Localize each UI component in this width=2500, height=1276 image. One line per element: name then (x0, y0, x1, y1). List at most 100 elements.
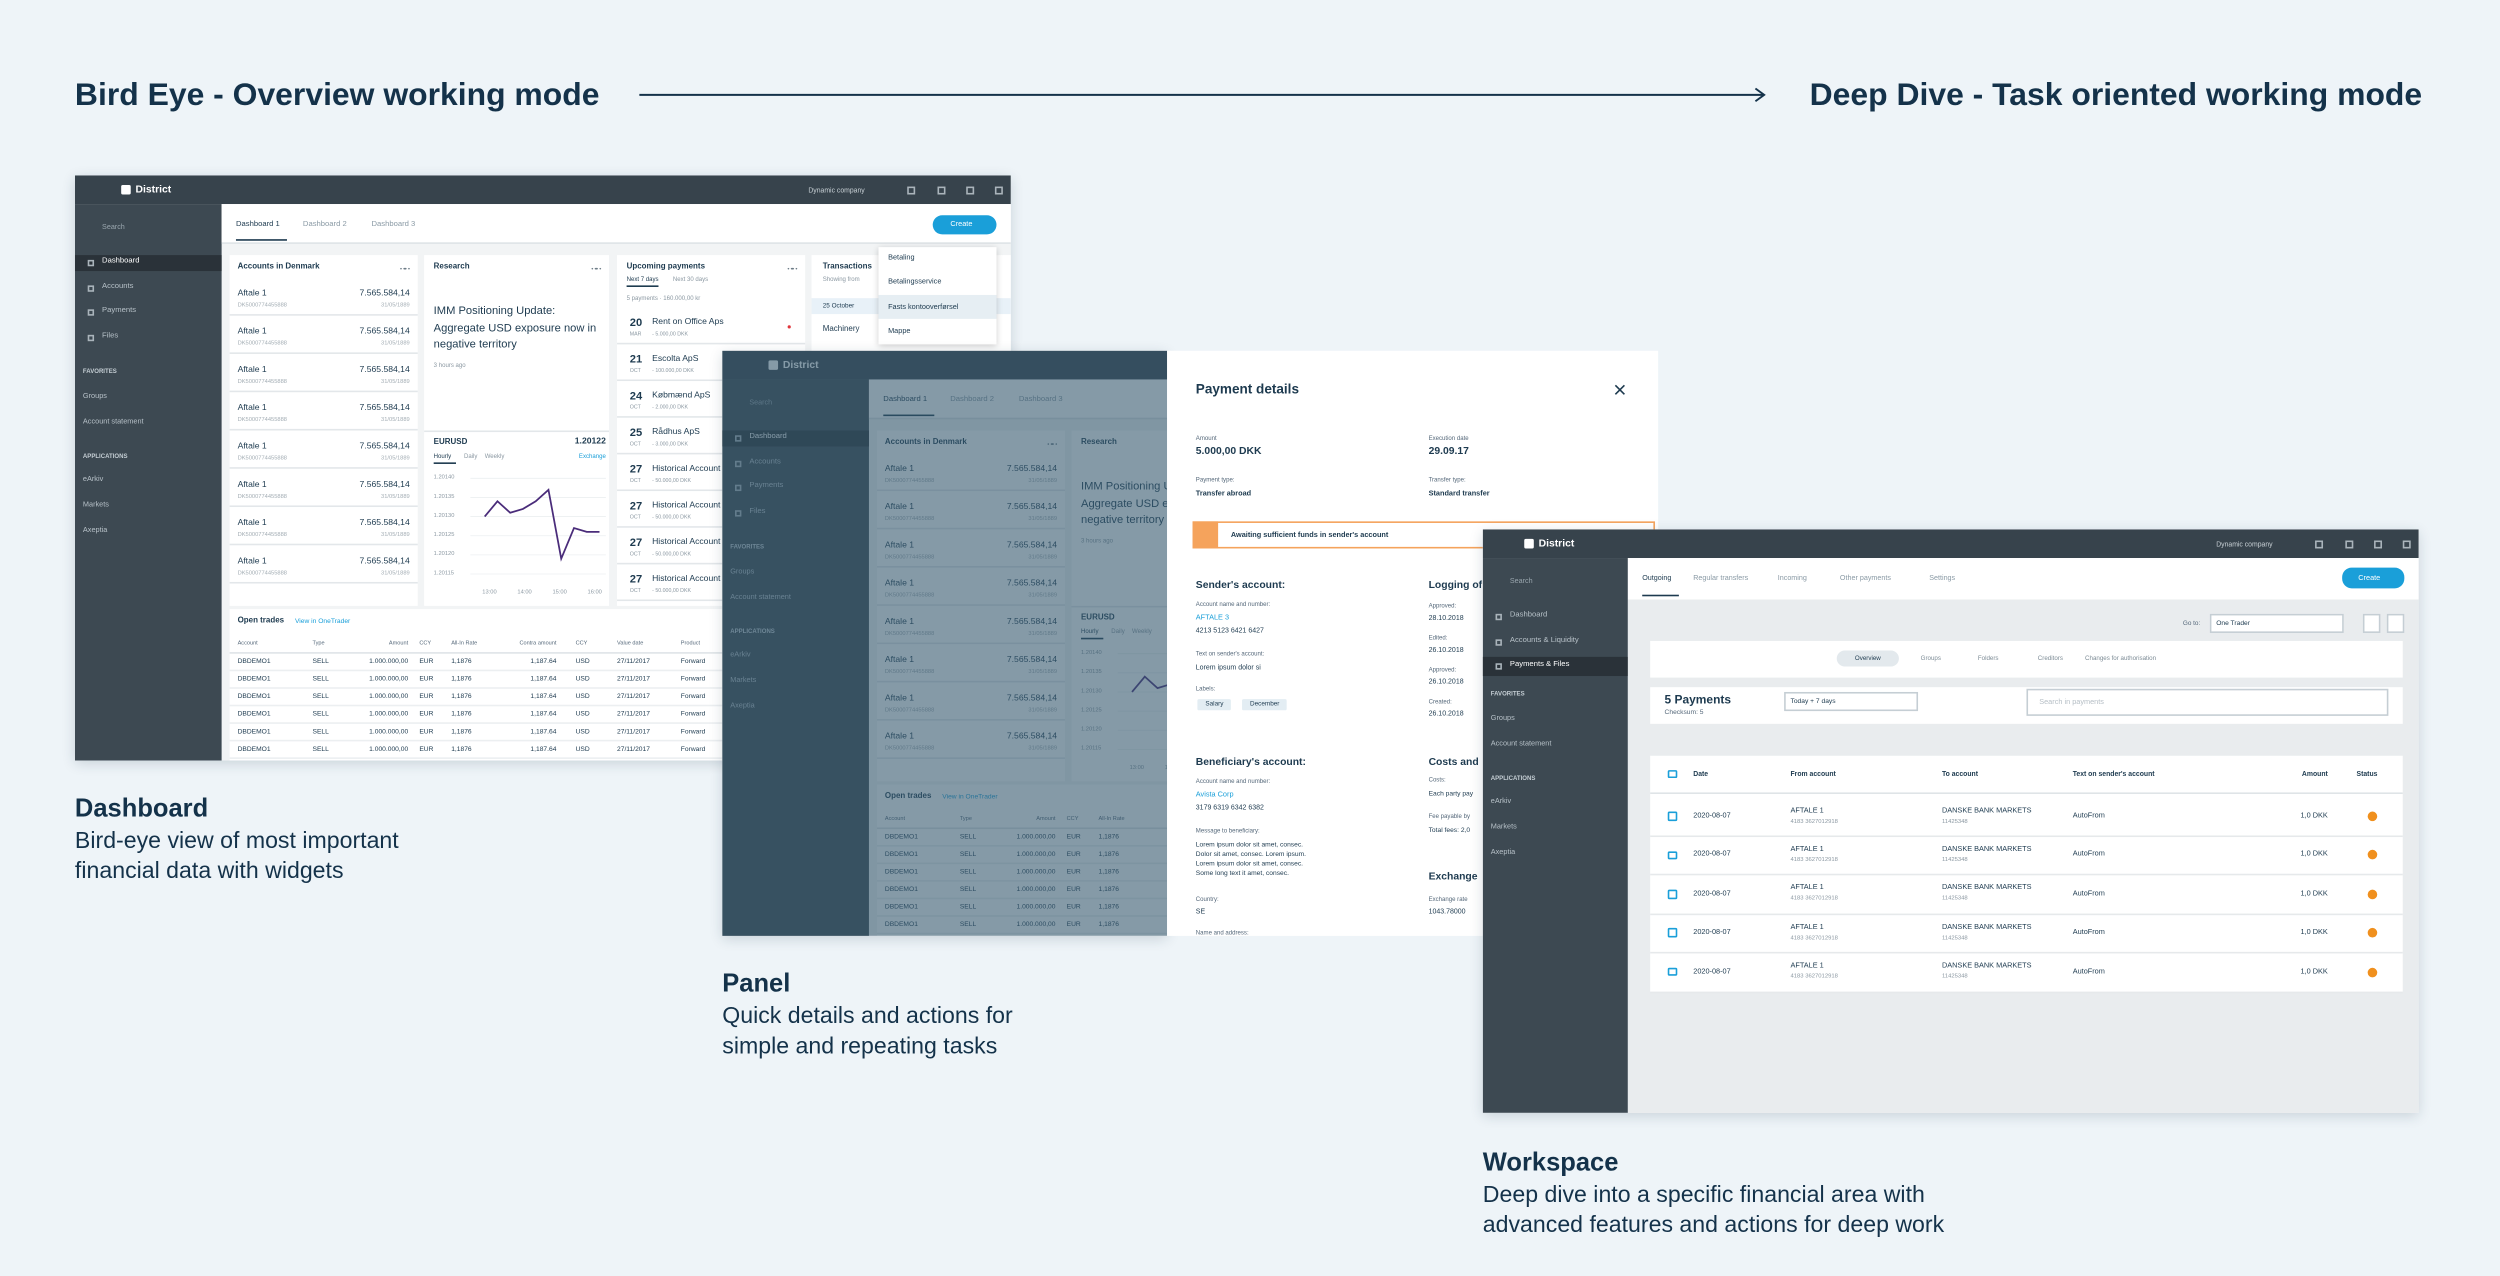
row-separator (229, 352, 418, 354)
trade-cell: 1,187.64 (530, 691, 557, 700)
trade-cell: USD (575, 691, 590, 700)
y-tick-label: 1.20115 (433, 569, 454, 576)
account-amount: 7.565.584,14 (359, 403, 410, 414)
payment-date: 2020-08-07 (1693, 888, 1731, 897)
panel-text: Transfer abroad (1195, 489, 1252, 497)
search-box (2026, 688, 2389, 716)
create-label: Create (950, 219, 973, 228)
trade-cell: 27/11/2017 (617, 744, 650, 753)
period-tab: Hourly (433, 452, 452, 460)
panel-text: Edited: (1428, 634, 1448, 642)
trade-cell: Forward (680, 726, 706, 735)
panel-text: 1043.78000 (1428, 906, 1466, 915)
section-title: Panel (722, 970, 791, 999)
create-menu-item: Mappe (888, 326, 911, 335)
payment-month: OCT (629, 513, 641, 521)
widget-title: Research (433, 262, 470, 272)
panel-text: Country: (1195, 896, 1219, 903)
panel-text: 4213 5123 6421 6427 (1195, 625, 1264, 634)
trade-cell: 1,187.64 (530, 744, 557, 753)
trade-cell: USD (575, 709, 590, 718)
column-header: Date (1693, 769, 1709, 778)
status-icon (2367, 811, 2378, 822)
separator (424, 430, 610, 432)
account-amount: 7.565.584,14 (359, 365, 410, 376)
from-number: 4183 3627012918 (1790, 972, 1838, 980)
trade-cell: 1,187.64 (530, 674, 557, 683)
panel-text: Account name and number: (1195, 601, 1271, 608)
nav-icon (1495, 638, 1502, 645)
fx-line (484, 488, 600, 562)
trade-cell: 1,1876 (451, 726, 472, 735)
payment-name: Historical Account (652, 574, 721, 585)
trade-cell: EUR (419, 726, 434, 735)
account-name: Aftale 1 (237, 289, 267, 299)
payment-date: 2020-08-07 (1693, 811, 1731, 820)
application-item: eArkiv (82, 474, 104, 483)
payment-amount: - 100.000,00 DKK (652, 367, 694, 374)
section-title: Workspace (1482, 1149, 1619, 1177)
payment-day: 27 (629, 574, 643, 586)
sender-text: AutoFrom (2072, 927, 2105, 936)
sidebar (1482, 558, 1628, 1113)
payment-month: OCT (629, 587, 641, 594)
panel-text: Standard transfer (1428, 489, 1490, 497)
trade-cell: 1,187.64 (530, 656, 557, 665)
payment-day: 20 (629, 318, 643, 330)
payment-amount: - 5.000,00 DKK (652, 330, 689, 337)
row-separator (229, 314, 418, 315)
payment-alert (786, 324, 791, 329)
company: Dynamic company (2216, 539, 2273, 548)
section-description: Bird-eye view of most important (74, 828, 399, 855)
trade-cell: 27/11/2017 (617, 674, 650, 683)
section-description: simple and repeating tasks (722, 1034, 998, 1060)
row-separator (617, 489, 806, 491)
account-amount: 7.565.584,14 (359, 327, 410, 337)
payments-tab: Next 7 days (626, 275, 659, 283)
trade-cell: 1,1876 (451, 691, 472, 700)
checkbox (1667, 889, 1677, 899)
panel-text: Sender's account: (1195, 579, 1286, 592)
search: Search (1509, 576, 1533, 585)
trade-cell: EUR (419, 674, 434, 683)
trade-cell: Forward (680, 674, 706, 683)
panel-text: Lorem ipsum dolor sit amet, consec. (1195, 859, 1304, 868)
account-name: Aftale 1 (237, 403, 267, 414)
status-icon (2367, 967, 2378, 977)
header-area (221, 204, 1011, 243)
to-number: 11425348 (1941, 972, 1968, 980)
checkbox (1667, 967, 1677, 977)
row-separator (229, 543, 418, 545)
mode-title: Bird Eye - Overview working mode (74, 78, 600, 114)
nav-icon (1495, 663, 1502, 670)
panel-text: Created: (1428, 698, 1452, 705)
y-tick-label: 1.20140 (433, 473, 455, 481)
top-icon (994, 186, 1003, 195)
favorites-label: FAVORITES (82, 368, 117, 375)
row-separator (229, 467, 418, 468)
brand-icon (1524, 538, 1534, 549)
trade-cell: DBDEMO1 (237, 656, 271, 665)
section-description: Quick details and actions for (722, 1004, 1013, 1030)
dashboard-tab: Dashboard 3 (371, 220, 416, 229)
panel-title: Payment details (1195, 380, 1300, 397)
trade-cell: SELL (312, 726, 329, 735)
panel-text: Lorem ipsum dolor sit amet, consec. (1195, 840, 1304, 849)
trade-cell: Forward (680, 744, 706, 753)
section-description: Deep dive into a specific financial area… (1482, 1182, 1925, 1209)
nav-active (74, 255, 222, 272)
panel-text: Payment type: (1195, 476, 1235, 484)
workspace-tab: Outgoing (1642, 573, 1672, 582)
warning-icon (1192, 521, 1219, 549)
favorites-label: FAVORITES (1490, 690, 1525, 697)
trades-link: View in OneTrader (294, 616, 351, 625)
column-header: Amount (388, 639, 409, 647)
panel-text: Labels: (1195, 685, 1216, 693)
nav-active (1482, 656, 1628, 677)
header-separator (229, 652, 1011, 653)
section-description: advanced features and actions for deep w… (1482, 1212, 1945, 1239)
trade-cell: 27/11/2017 (617, 656, 650, 665)
y-tick-label: 1.20135 (433, 492, 455, 500)
more-icon (407, 267, 410, 269)
section-description: financial data with widgets (74, 858, 344, 885)
